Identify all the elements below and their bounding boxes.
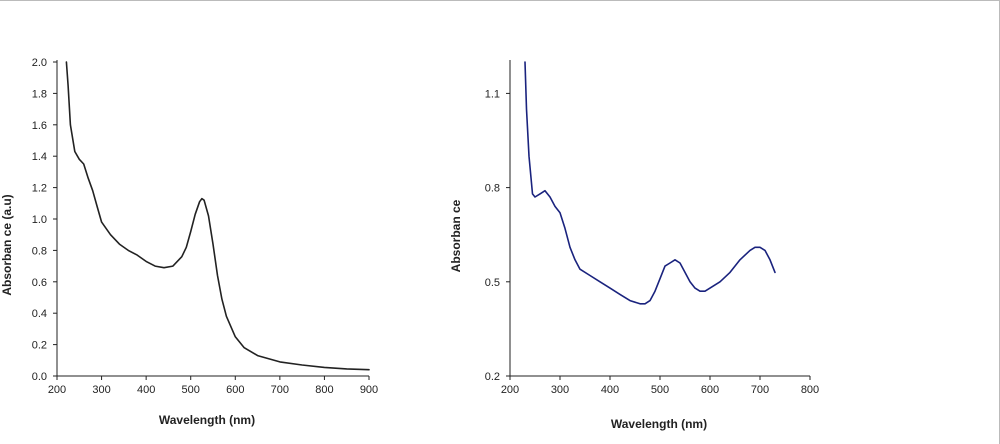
y-tick-label: 0.6 [32, 277, 47, 289]
x-tick-label: 800 [801, 384, 819, 396]
x-tick-label: 700 [751, 384, 769, 396]
absorbance-chart-left: Wavelength (nm) Absorban ce (a.u) 200 300… [0, 57, 378, 427]
x-tick-label: 300 [551, 384, 569, 396]
y-tick-label: 1.2 [32, 183, 47, 195]
x-axis-label-right: Wavelength (nm) [611, 417, 707, 431]
x-tick-label: 800 [315, 384, 333, 396]
absorbance-series-line-right [524, 61, 776, 305]
x-axis-label-left: Wavelength (nm) [159, 413, 255, 427]
y-tick-label: 0.0 [32, 371, 47, 383]
y-axis-label-left: Absorban ce (a.u) [0, 194, 14, 295]
x-tick-label: 300 [92, 384, 110, 396]
absorbance-series-line-left [65, 61, 370, 371]
x-tick-label: 500 [182, 384, 200, 396]
x-tick-label: 400 [601, 384, 619, 396]
y-tick-label: 1.0 [32, 214, 47, 226]
absorbance-chart-right: Wavelength (nm) Absorban ce 200 300 400 500… [449, 60, 819, 431]
x-tick-label: 400 [137, 384, 155, 396]
x-tick-label: 500 [651, 384, 669, 396]
x-tick-label: 200 [501, 384, 519, 396]
y-tick-label: 0.5 [485, 277, 500, 289]
y-tick-label: 1.6 [32, 120, 47, 132]
y-tick-label: 0.8 [485, 183, 500, 195]
x-tick-label: 600 [701, 384, 719, 396]
y-tick-label: 1.1 [485, 88, 500, 100]
y-axis-label-right: Absorban ce [449, 199, 463, 272]
y-tick-label: 0.2 [485, 371, 500, 383]
y-tick-label: 0.2 [32, 340, 47, 352]
y-tick-label: 2.0 [32, 57, 47, 69]
x-tick-label: 600 [226, 384, 244, 396]
y-tick-label: 0.8 [32, 245, 47, 257]
x-tick-label: 700 [271, 384, 289, 396]
x-tick-label: 900 [360, 384, 378, 396]
y-tick-label: 1.8 [32, 88, 47, 100]
y-tick-label: 1.4 [32, 151, 47, 163]
y-tick-label: 0.4 [32, 308, 47, 320]
x-tick-label: 200 [48, 384, 66, 396]
